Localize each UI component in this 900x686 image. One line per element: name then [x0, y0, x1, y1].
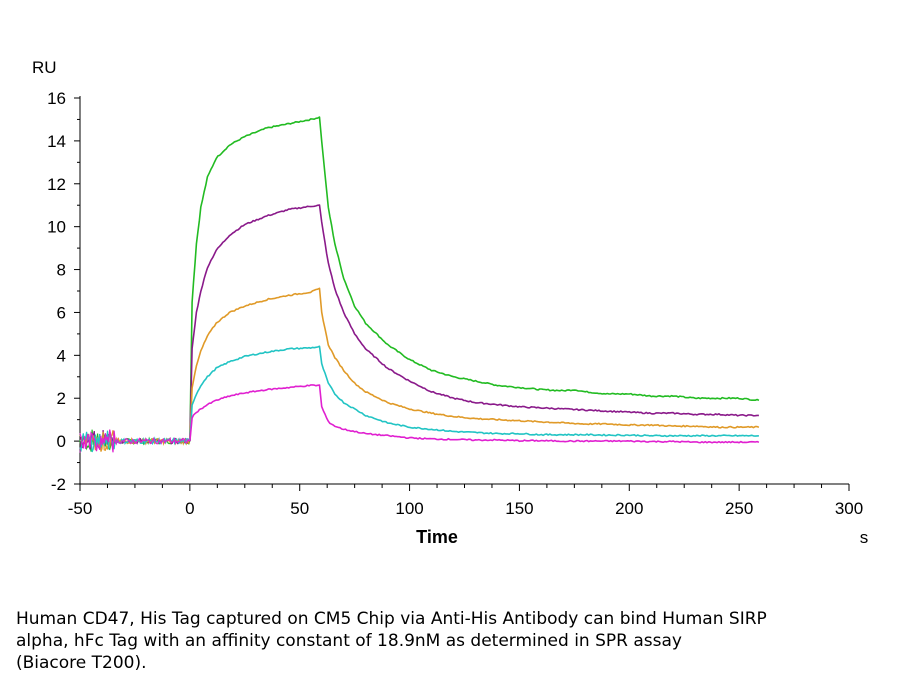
caption-line: alpha, hFc Tag with an affinity constant… — [16, 631, 682, 651]
series-line — [189, 345, 759, 442]
y-tick-label: 4 — [57, 346, 66, 365]
y-tick-label: 0 — [57, 432, 66, 451]
y-axis-label: RU — [32, 58, 57, 77]
x-tick-label: 250 — [725, 499, 753, 518]
series-baseline — [79, 429, 191, 453]
y-tick-label: 10 — [47, 218, 66, 237]
x-tick-label: 300 — [835, 499, 863, 518]
x-tick-label: 150 — [505, 499, 533, 518]
chart-caption: Human CD47, His Tag captured on CM5 Chip… — [16, 608, 876, 674]
x-tick-label: 0 — [185, 499, 194, 518]
series-line — [189, 287, 760, 442]
x-tick-label: -50 — [68, 499, 93, 518]
series-line — [189, 116, 760, 442]
x-axis-title: Time — [416, 527, 458, 547]
y-tick-label: 16 — [47, 89, 66, 108]
caption-line: Human CD47, His Tag captured on CM5 Chip… — [16, 609, 767, 629]
series-line — [189, 204, 759, 442]
caption-line: (Biacore T200). — [16, 653, 147, 673]
chart-axes — [79, 96, 849, 485]
series-line — [189, 384, 760, 444]
x-tick-label: 200 — [615, 499, 643, 518]
x-tick-label: 100 — [395, 499, 423, 518]
series-group — [79, 116, 760, 453]
chart-ticks: -2 0 2 4 6 8 10 12 14 16 -50 0 50 100 150 200 250 300 — [47, 89, 863, 518]
y-tick-label: 14 — [47, 132, 66, 151]
series-baseline — [79, 430, 191, 453]
y-tick-label: 12 — [47, 175, 66, 194]
x-axis-unit: s — [860, 528, 869, 547]
y-tick-label: 8 — [57, 261, 66, 280]
y-tick-label: 2 — [57, 389, 66, 408]
x-tick-label: 50 — [290, 499, 309, 518]
y-tick-label: -2 — [51, 475, 66, 494]
y-tick-label: 6 — [57, 303, 66, 322]
